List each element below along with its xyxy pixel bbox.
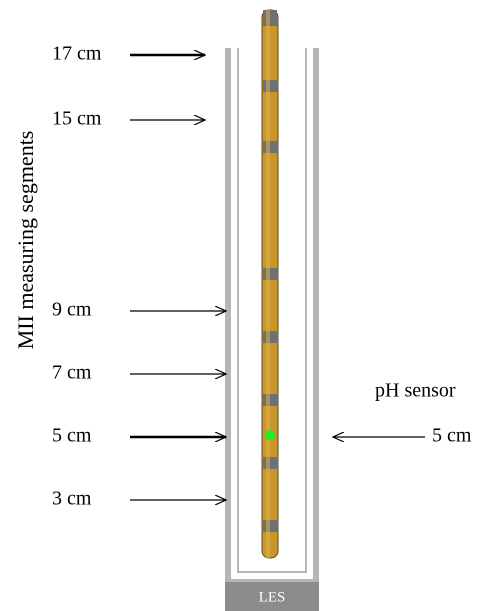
ph-sensor-title: pH sensor bbox=[375, 380, 456, 402]
segment-label: 7 cm bbox=[52, 362, 92, 384]
ph-sensor-dot bbox=[265, 430, 275, 440]
segment-label: 3 cm bbox=[52, 488, 92, 510]
les-block bbox=[225, 582, 319, 611]
ph-sensor-label: 5 cm bbox=[432, 425, 472, 447]
les-label: LES bbox=[259, 589, 286, 605]
segment-label: 15 cm bbox=[52, 108, 102, 130]
segment-label: 17 cm bbox=[52, 43, 102, 65]
catheter bbox=[261, 9, 279, 559]
segment-label: 5 cm bbox=[52, 425, 92, 447]
tube-inner bbox=[237, 48, 307, 573]
segment-label: 9 cm bbox=[52, 299, 92, 321]
axis-title: MII measuring segments bbox=[13, 131, 38, 350]
